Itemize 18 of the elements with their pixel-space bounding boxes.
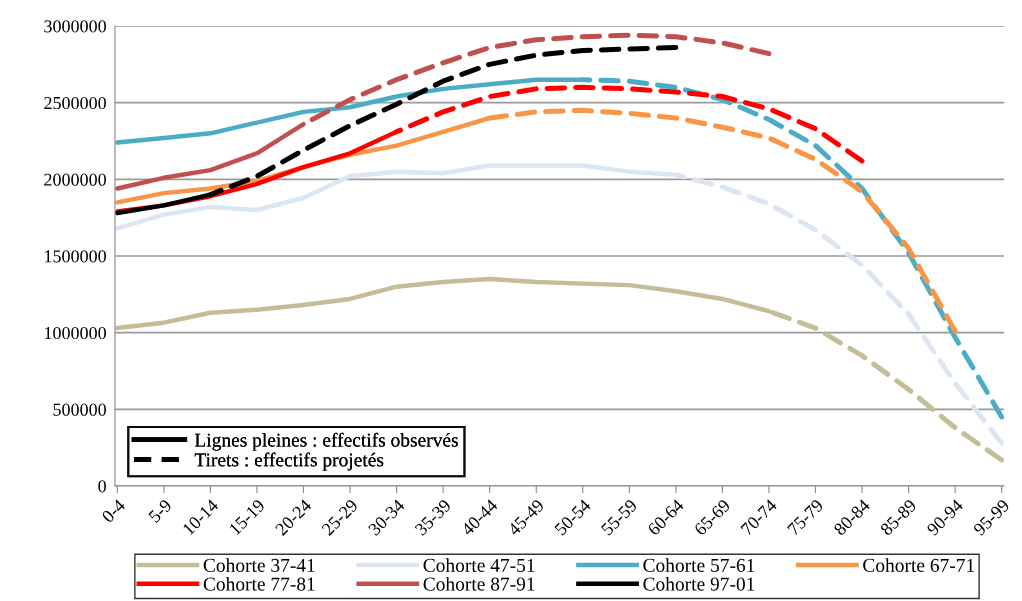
legend-label: Cohorte 57-61 <box>643 558 755 572</box>
legend-label: Cohorte 87-91 <box>423 576 535 591</box>
legend-label: Cohorte 97-01 <box>643 576 755 591</box>
legend-label: Cohorte 47-51 <box>423 558 535 572</box>
y-tick-label: 2500000 <box>44 96 106 110</box>
y-tick-label: 2000000 <box>44 173 106 186</box>
legend-label: Cohorte 67-71 <box>863 558 975 572</box>
annotation: Tirets : effectifs projetés <box>194 452 384 471</box>
y-tick-label: 1500000 <box>45 250 106 263</box>
y-tick-label: 0 <box>98 480 106 493</box>
y-tick-label: 1000000 <box>45 326 106 340</box>
legend-label: Cohorte 77-81 <box>203 576 315 591</box>
x-tick-label: 5-9 <box>148 498 173 524</box>
legend-label: Cohorte 37-41 <box>203 558 315 572</box>
annotation: Lignes pleines : effectifs observés <box>194 432 458 451</box>
x-tick-label: 0-4 <box>101 498 127 524</box>
y-tick-label: 500000 <box>53 403 106 416</box>
y-tick-label: 3000000 <box>44 20 106 33</box>
